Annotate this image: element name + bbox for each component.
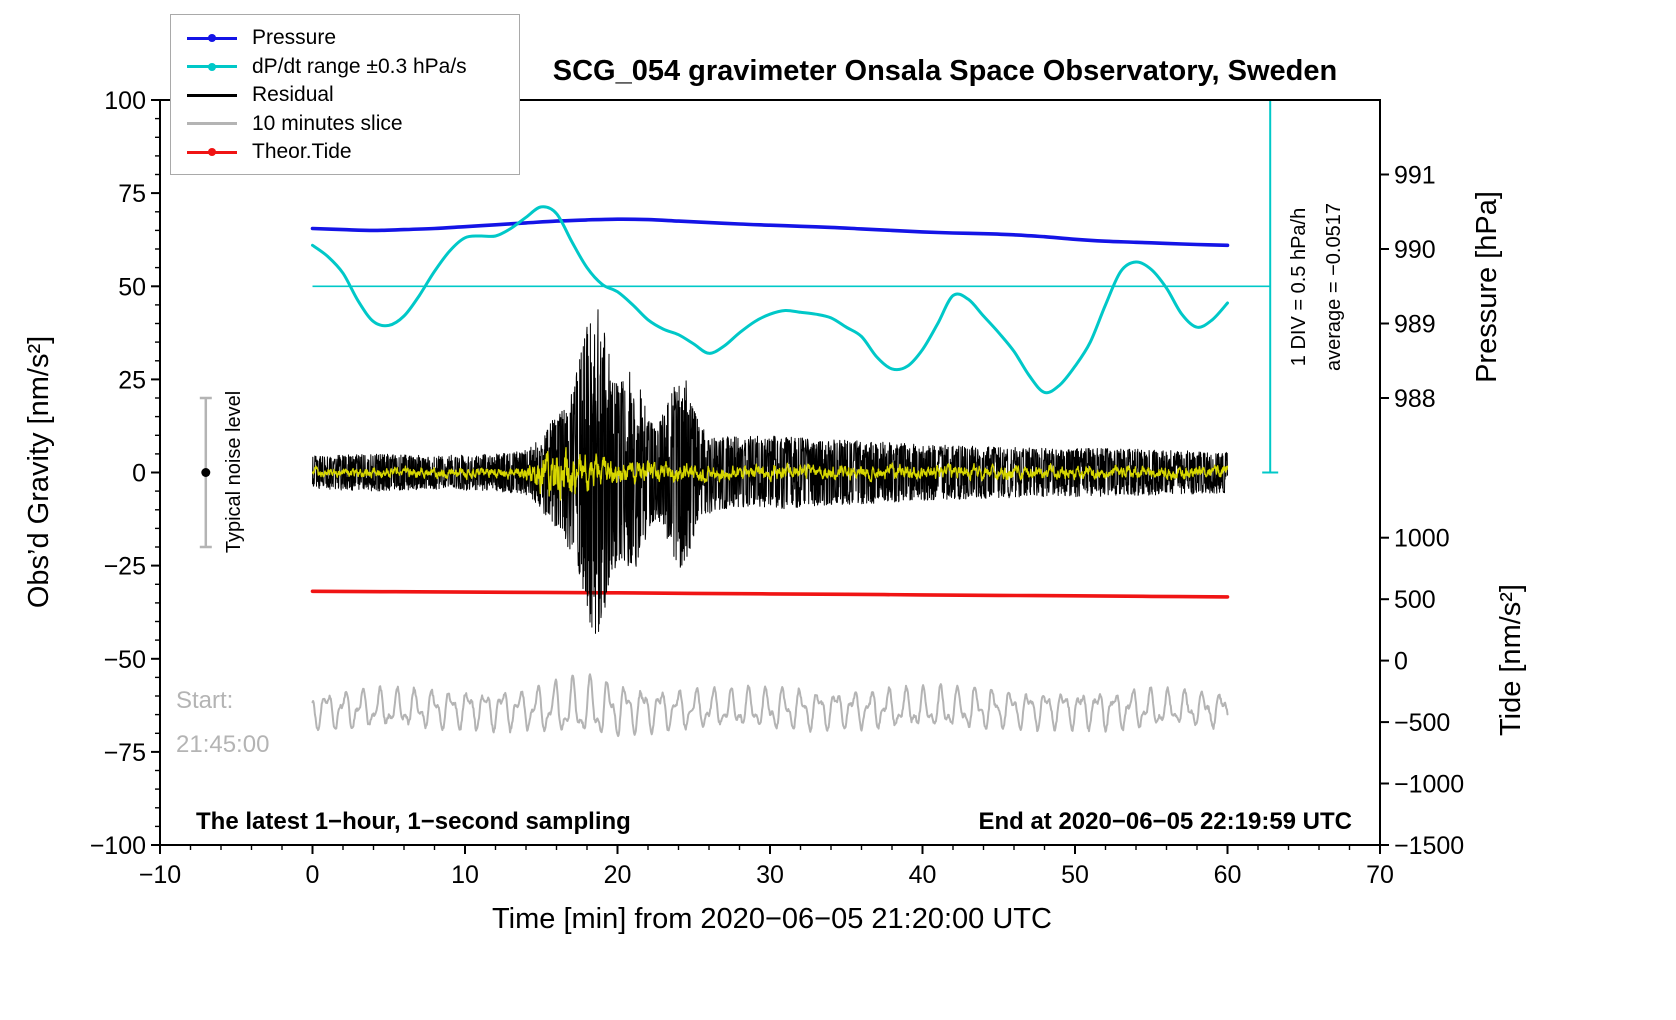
slice-series-path bbox=[311, 673, 1229, 738]
legend-sample bbox=[187, 90, 237, 100]
x-tick-label: 10 bbox=[451, 861, 479, 889]
axes-layer: −10 0 10 20 30 40 50 60 70−100−75−50−25025507510… bbox=[90, 87, 1465, 889]
gravity-tick-label: −25 bbox=[104, 553, 146, 581]
legend-label: Pressure bbox=[252, 26, 337, 50]
tide-tick-label: −1000 bbox=[1394, 771, 1464, 799]
gravity-tick-label: 25 bbox=[118, 366, 146, 394]
x-tick-label: 70 bbox=[1366, 861, 1394, 889]
legend-line-swatch bbox=[187, 93, 237, 97]
legend-dot-swatch bbox=[208, 34, 216, 43]
start-label: Start: bbox=[176, 687, 233, 714]
legend-dot-swatch bbox=[208, 148, 216, 157]
x-tick-label: 50 bbox=[1061, 861, 1089, 889]
x-axis-label: Time [min] from 2020−06−05 21:20:00 UTC bbox=[492, 903, 1052, 935]
x-tick-label: 60 bbox=[1214, 861, 1242, 889]
legend-item-1: dP/dt range ±0.3 hPa/s bbox=[187, 53, 511, 82]
gravity-tick-label: 75 bbox=[118, 180, 146, 208]
gravity-tick-label: 50 bbox=[118, 273, 146, 301]
sampling-note: The latest 1−hour, 1−second sampling bbox=[196, 808, 631, 835]
y-axis-label-gravity: Obs’d Gravity [nm/s²] bbox=[23, 336, 55, 608]
gravity-tick-label: 100 bbox=[104, 87, 146, 115]
x-tick-label: 0 bbox=[306, 861, 320, 889]
legend-item-4: Theor.Tide bbox=[187, 138, 511, 167]
legend: Pressure dP/dt range ±0.3 hPa/s Residual 10… bbox=[170, 14, 520, 175]
legend-label: Residual bbox=[252, 83, 334, 107]
typical-noise-level-label: Typical noise level bbox=[223, 391, 245, 553]
noise-level-dot bbox=[201, 468, 211, 477]
start-time-label: 21:45:00 bbox=[176, 731, 269, 758]
x-tick-label: 30 bbox=[756, 861, 784, 889]
legend-sample bbox=[187, 147, 237, 157]
gravity-tick-label: −75 bbox=[104, 739, 146, 767]
legend-item-0: Pressure bbox=[187, 24, 511, 53]
legend-label: dP/dt range ±0.3 hPa/s bbox=[252, 54, 467, 78]
legend-item-2: Residual bbox=[187, 81, 511, 110]
series-layer bbox=[310, 205, 1230, 738]
chart-title: SCG_054 gravimeter Onsala Space Observat… bbox=[553, 55, 1337, 87]
pressure-tick-label: 991 bbox=[1394, 162, 1436, 190]
tide-tick-label: −1500 bbox=[1394, 832, 1464, 860]
tide-tick-label: 1000 bbox=[1394, 525, 1450, 553]
legend-sample bbox=[187, 62, 237, 72]
legend-sample bbox=[187, 33, 237, 43]
pressure-tick-label: 989 bbox=[1394, 311, 1436, 339]
gravity-tick-label: −100 bbox=[90, 832, 146, 860]
x-tick-label: 40 bbox=[909, 861, 937, 889]
residual-series-path bbox=[312, 309, 1228, 634]
legend-label: Theor.Tide bbox=[252, 140, 352, 164]
legend-dot-swatch bbox=[208, 62, 216, 71]
legend-sample bbox=[187, 119, 237, 129]
average-label: average = −0.0517 bbox=[1323, 203, 1345, 371]
gravity-tick-label: 0 bbox=[132, 460, 146, 488]
pressure-tick-label: 988 bbox=[1394, 385, 1436, 413]
div-scale-label: 1 DIV = 0.5 hPa/h bbox=[1288, 208, 1310, 366]
legend-line-swatch bbox=[187, 122, 237, 126]
gravity-tick-label: −50 bbox=[104, 646, 146, 674]
y-axis-label-tide: Tide [nm/s²] bbox=[1495, 584, 1527, 736]
y-axis-label-pressure: Pressure [hPa] bbox=[1471, 191, 1503, 383]
pressure-tick-label: 990 bbox=[1394, 236, 1436, 264]
x-tick-label: −10 bbox=[139, 861, 181, 889]
end-time-note: End at 2020−06−05 22:19:59 UTC bbox=[978, 808, 1352, 835]
dpdt-series-path bbox=[311, 205, 1229, 395]
theor-tide-series-path bbox=[310, 589, 1230, 599]
legend-label: 10 minutes slice bbox=[252, 111, 403, 135]
tide-tick-label: 500 bbox=[1394, 586, 1436, 614]
tide-tick-label: 0 bbox=[1394, 648, 1408, 676]
decor-layer bbox=[199, 99, 1279, 549]
residual-filtered-series-path bbox=[311, 447, 1229, 501]
tide-tick-label: −500 bbox=[1394, 709, 1450, 737]
legend-item-3: 10 minutes slice bbox=[187, 110, 511, 139]
x-tick-label: 20 bbox=[604, 861, 632, 889]
pressure-series-path bbox=[310, 217, 1230, 248]
